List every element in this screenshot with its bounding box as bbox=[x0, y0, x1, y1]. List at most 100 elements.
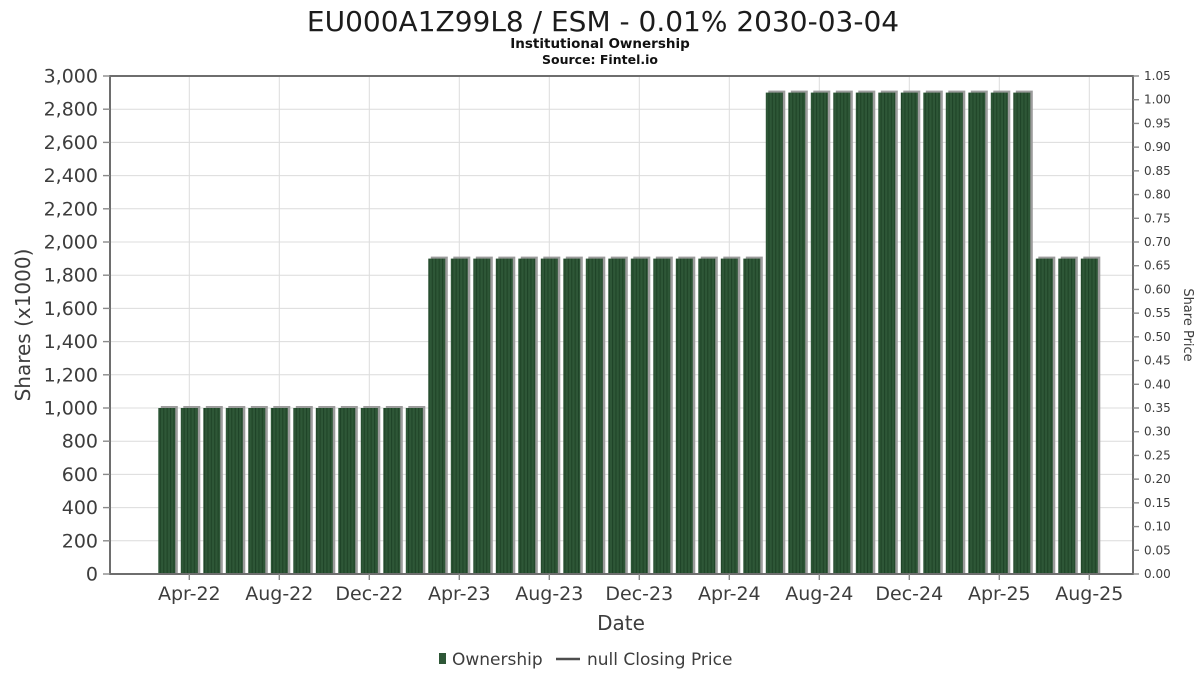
ownership-bar[interactable] bbox=[585, 258, 603, 574]
ownership-bar[interactable] bbox=[225, 408, 243, 574]
plot-area: 0 200 400 600 800 1,000 1,200 1,400 1,600 1,800 2,… bbox=[44, 66, 1171, 606]
ownership-bar[interactable] bbox=[383, 408, 401, 574]
y-left-tick-label: 1,800 bbox=[44, 265, 98, 287]
y-right-tick-label: 0.20 bbox=[1144, 472, 1171, 486]
y-right-tick-label: 0.70 bbox=[1144, 235, 1171, 249]
y-right-tick-label: 0.75 bbox=[1144, 211, 1171, 225]
ownership-bar[interactable] bbox=[698, 258, 716, 574]
y-left-tick-label: 1,200 bbox=[44, 364, 98, 386]
chart-subtitle: Institutional Ownership bbox=[510, 36, 690, 52]
y-left-tick-label: 0 bbox=[86, 564, 98, 586]
ownership-bar[interactable] bbox=[203, 408, 221, 574]
y-right-tick-label: 1.05 bbox=[1144, 69, 1171, 83]
x-tick-label: Apr-25 bbox=[968, 583, 1031, 605]
x-tick-label: Aug-24 bbox=[785, 583, 853, 605]
legend-price-label: null Closing Price bbox=[587, 650, 732, 670]
y-axis-right-title: Share Price bbox=[1180, 288, 1195, 361]
x-tick-label: Apr-23 bbox=[428, 583, 491, 605]
x-tick-label: Apr-22 bbox=[158, 583, 221, 605]
y-right-tick-label: 0.55 bbox=[1144, 306, 1171, 320]
ownership-bar[interactable] bbox=[855, 92, 873, 574]
ownership-bar[interactable] bbox=[923, 92, 941, 574]
ownership-bar[interactable] bbox=[270, 408, 288, 574]
ownership-bar[interactable] bbox=[990, 92, 1008, 574]
y-left-tick-label: 600 bbox=[62, 464, 98, 486]
x-tick-label: Dec-23 bbox=[605, 583, 673, 605]
ownership-bar[interactable] bbox=[720, 258, 738, 574]
ownership-bar[interactable] bbox=[608, 258, 626, 574]
ownership-bar[interactable] bbox=[878, 92, 896, 574]
ownership-bar[interactable] bbox=[338, 408, 356, 574]
x-tick-label: Aug-22 bbox=[245, 583, 313, 605]
y-right-tick-label: 0.80 bbox=[1144, 188, 1171, 202]
y-left-tick-label: 2,800 bbox=[44, 99, 98, 121]
ownership-bar[interactable] bbox=[968, 92, 986, 574]
ownership-bar[interactable] bbox=[1035, 258, 1053, 574]
ownership-bar[interactable] bbox=[518, 258, 536, 574]
y-left-tick-label: 2,600 bbox=[44, 132, 98, 154]
ownership-bar[interactable] bbox=[945, 92, 963, 574]
y-right-tick-label: 0.40 bbox=[1144, 377, 1171, 391]
ownership-bar[interactable] bbox=[248, 408, 266, 574]
x-tick-label: Dec-24 bbox=[875, 583, 943, 605]
x-tick-label: Aug-23 bbox=[515, 583, 583, 605]
y-left-tick-label: 2,200 bbox=[44, 198, 98, 220]
x-tick-label: Dec-22 bbox=[335, 583, 403, 605]
ownership-bar[interactable] bbox=[180, 408, 198, 574]
ownership-bar[interactable] bbox=[293, 408, 311, 574]
x-tick-label: Aug-25 bbox=[1055, 583, 1123, 605]
y-left-tick-label: 1,600 bbox=[44, 298, 98, 320]
ownership-bar[interactable] bbox=[653, 258, 671, 574]
ownership-bar[interactable] bbox=[900, 92, 918, 574]
y-left-tick-label: 3,000 bbox=[44, 66, 98, 88]
ownership-bar[interactable] bbox=[630, 258, 648, 574]
legend-ownership-swatch bbox=[439, 653, 446, 664]
y-right-tick-label: 0.10 bbox=[1144, 520, 1171, 534]
y-right-tick-label: 0.30 bbox=[1144, 425, 1171, 439]
ownership-bar[interactable] bbox=[495, 258, 513, 574]
y-right-tick-label: 0.85 bbox=[1144, 164, 1171, 178]
ownership-bar[interactable] bbox=[315, 408, 333, 574]
ownership-bar[interactable] bbox=[360, 408, 378, 574]
ownership-bar[interactable] bbox=[540, 258, 558, 574]
y-left-tick-label: 2,400 bbox=[44, 165, 98, 187]
y-right-tick-label: 0.50 bbox=[1144, 330, 1171, 344]
y-right-tick-label: 0.25 bbox=[1144, 448, 1171, 462]
y-right-tick-label: 0.00 bbox=[1144, 567, 1171, 581]
y-right-tick-label: 0.45 bbox=[1144, 354, 1171, 368]
ownership-bar[interactable] bbox=[675, 258, 693, 574]
ownership-bar[interactable] bbox=[765, 92, 783, 574]
ownership-bar[interactable] bbox=[788, 92, 806, 574]
y-right-tick-label: 0.65 bbox=[1144, 259, 1171, 273]
ownership-bar[interactable] bbox=[158, 408, 176, 574]
ownership-bar[interactable] bbox=[1080, 258, 1098, 574]
ownership-bar[interactable] bbox=[833, 92, 851, 574]
y-left-tick-label: 800 bbox=[62, 431, 98, 453]
x-axis-title: Date bbox=[597, 611, 645, 635]
ownership-bar[interactable] bbox=[743, 258, 761, 574]
ownership-bar[interactable] bbox=[428, 258, 446, 574]
y-right-tick-label: 0.60 bbox=[1144, 282, 1171, 296]
ownership-bar[interactable] bbox=[405, 408, 423, 574]
ownership-bar[interactable] bbox=[810, 92, 828, 574]
chart-title: EU000A1Z99L8 / ESM - 0.01% 2030-03-04 bbox=[307, 5, 899, 38]
ownership-bar[interactable] bbox=[1013, 92, 1031, 574]
ownership-bar[interactable] bbox=[450, 258, 468, 574]
y-left-tick-label: 200 bbox=[62, 530, 98, 552]
y-right-tick-label: 0.15 bbox=[1144, 496, 1171, 510]
ownership-bar[interactable] bbox=[473, 258, 491, 574]
legend-ownership-label: Ownership bbox=[452, 650, 543, 670]
y-right-tick-label: 0.35 bbox=[1144, 401, 1171, 415]
chart-source: Source: Fintel.io bbox=[542, 52, 658, 67]
y-right-tick-label: 0.90 bbox=[1144, 140, 1171, 154]
ownership-bar[interactable] bbox=[1058, 258, 1076, 574]
plot-frame bbox=[109, 75, 1134, 575]
y-right-tick-label: 1.00 bbox=[1144, 93, 1171, 107]
ownership-bar[interactable] bbox=[563, 258, 581, 574]
x-tick-label: Apr-24 bbox=[698, 583, 761, 605]
y-left-tick-label: 2,000 bbox=[44, 232, 98, 254]
y-right-tick-label: 0.05 bbox=[1144, 543, 1171, 557]
y-left-tick-label: 1,400 bbox=[44, 331, 98, 353]
